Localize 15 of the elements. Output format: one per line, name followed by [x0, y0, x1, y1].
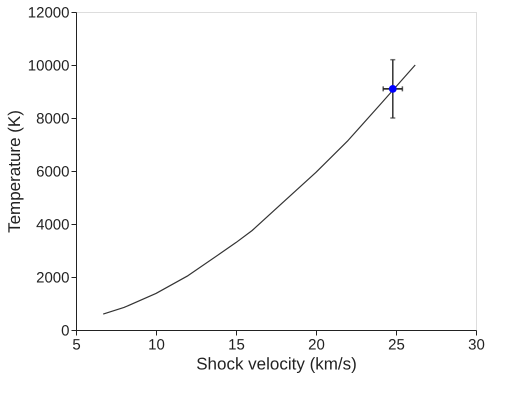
- y-tick-label: 6000: [36, 164, 70, 180]
- x-tick-label: 20: [308, 336, 325, 354]
- x-tick-label: 5: [72, 336, 81, 354]
- y-tick-label: 0: [61, 322, 70, 340]
- y-tick-label: 4000: [36, 216, 70, 234]
- y-tick-label: 2000: [36, 270, 70, 286]
- x-tick-label: 15: [228, 336, 245, 354]
- x-tick-label: 10: [148, 336, 165, 354]
- x-tick-label: 30: [468, 336, 485, 354]
- y-tick-label: 12000: [28, 4, 70, 22]
- y-tick-label: 10000: [28, 58, 70, 74]
- y-tick-label: 8000: [36, 110, 70, 128]
- x-axis-title: Shock velocity (km/s): [196, 354, 357, 374]
- y-axis-title: Temperature (K): [4, 110, 24, 233]
- x-tick-label: 25: [388, 336, 405, 354]
